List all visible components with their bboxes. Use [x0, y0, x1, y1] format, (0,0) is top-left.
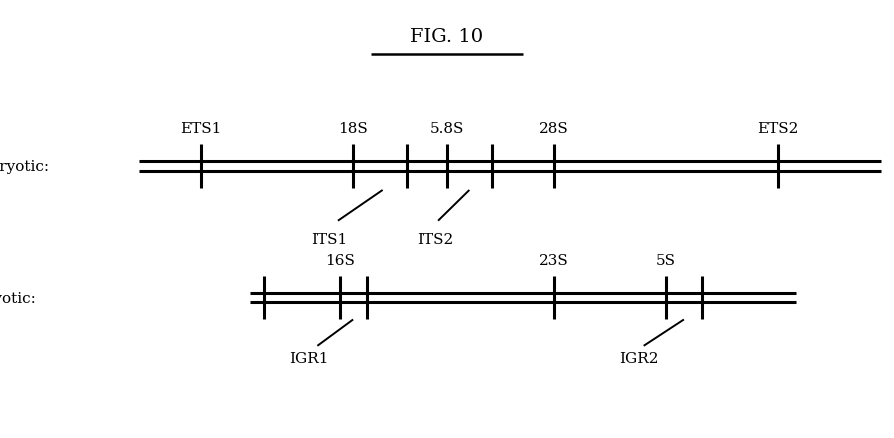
Text: 23S: 23S — [539, 253, 569, 267]
Text: FIG. 10: FIG. 10 — [410, 28, 484, 46]
Text: 18S: 18S — [338, 122, 368, 136]
Text: 5S: 5S — [656, 253, 676, 267]
Text: 28S: 28S — [539, 122, 569, 136]
Text: IGR1: IGR1 — [289, 351, 328, 365]
Text: ITS1: ITS1 — [311, 232, 347, 246]
Text: Eukaryotic:: Eukaryotic: — [0, 159, 49, 173]
Text: Prokaryotic:: Prokaryotic: — [0, 291, 36, 305]
Text: ETS1: ETS1 — [181, 122, 222, 136]
Text: 16S: 16S — [325, 253, 355, 267]
Text: 5.8S: 5.8S — [430, 122, 464, 136]
Text: IGR2: IGR2 — [620, 351, 659, 365]
Text: ETS2: ETS2 — [757, 122, 798, 136]
Text: ITS2: ITS2 — [417, 232, 453, 246]
